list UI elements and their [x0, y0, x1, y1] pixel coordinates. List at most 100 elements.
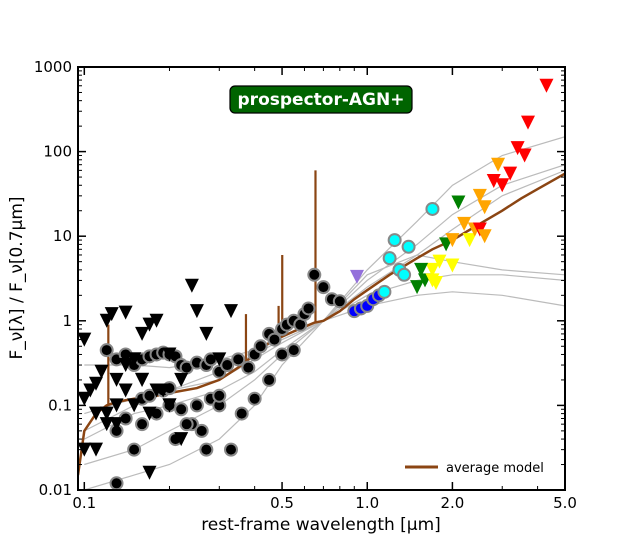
upper-limit-marker [127, 352, 142, 367]
detection-point [286, 343, 301, 358]
detection-point [224, 442, 239, 457]
upper-limit-marker [212, 352, 227, 367]
upper-limit-marker [77, 391, 92, 406]
detection-point [142, 388, 157, 403]
detection-point [109, 476, 124, 490]
upper-limit-marker [99, 417, 114, 432]
upper-limit-marker [162, 398, 177, 413]
detection-point-colored [397, 267, 412, 282]
upper-limit-marker [224, 304, 239, 319]
upper-limit-marker-colored [477, 200, 492, 215]
upper-limit-marker [99, 406, 114, 421]
upper-limit-markers [77, 78, 554, 480]
individual-models [84, 136, 565, 490]
x-tick-label: 5.0 [553, 494, 577, 512]
y-axis-label: F_ν[λ] / F_ν[0.7μm] [7, 196, 27, 359]
upper-limit-marker-colored [425, 273, 440, 288]
upper-limit-marker-colored [462, 233, 477, 248]
detection-point [241, 360, 256, 375]
upper-limit-marker [83, 383, 98, 398]
upper-limit-marker-colored [349, 269, 364, 284]
title-badge-box [229, 85, 413, 114]
y-tick-label: 1 [62, 312, 72, 330]
x-axis-label: rest-frame wavelength [μm] [201, 515, 441, 535]
detection-point [275, 347, 290, 362]
y-tick-label: 0.1 [48, 396, 72, 414]
upper-limit-marker [135, 326, 150, 341]
upper-limit-marker [109, 417, 124, 432]
x-tick-label: 1.0 [355, 494, 379, 512]
model-curve-3 [84, 291, 565, 490]
upper-limit-marker-colored [457, 216, 472, 231]
y-tick-label: 10 [53, 227, 72, 245]
detection-point-colored [387, 233, 402, 248]
upper-limit-marker-colored [477, 229, 492, 244]
upper-limit-marker [174, 432, 189, 447]
detection-point-colored [401, 239, 416, 254]
upper-limit-marker [149, 383, 164, 398]
detection-point [316, 280, 331, 295]
title-badge: prospector-AGN+ [229, 85, 413, 114]
upper-limit-marker [94, 364, 109, 379]
detection-point [179, 417, 194, 432]
model-curve-0 [84, 164, 565, 369]
upper-limit-marker-colored [503, 166, 518, 181]
detection-point-colored [382, 251, 397, 266]
detection-point [194, 423, 209, 438]
upper-limit-marker-colored [432, 254, 447, 269]
upper-limit-marker-colored [445, 258, 460, 273]
upper-limit-marker-colored [517, 148, 532, 163]
upper-limit-marker-colored [451, 195, 466, 210]
detection-point [189, 398, 204, 413]
upper-limit-marker-colored [445, 233, 460, 248]
y-tick-label: 1000 [34, 58, 72, 76]
detection-point [267, 332, 282, 347]
chart-title: prospector-AGN+ [238, 90, 405, 110]
upper-limit-marker [89, 406, 104, 421]
x-tick-label: 0.5 [270, 494, 294, 512]
detection-point [174, 402, 189, 417]
detection-point [231, 352, 246, 367]
y-tick-label: 0.01 [39, 481, 72, 499]
upper-limit-marker [174, 372, 189, 387]
detection-point [212, 388, 227, 403]
plot-frame [77, 66, 566, 491]
upper-limit-marker [184, 278, 199, 293]
upper-limit-marker-colored [495, 178, 510, 193]
legend-label-average-model: average model [446, 461, 544, 476]
upper-limit-marker [162, 347, 177, 362]
upper-limit-marker [142, 406, 157, 421]
x-tick-label: 2.0 [440, 494, 464, 512]
detection-point [99, 343, 114, 358]
detection-point [135, 417, 150, 432]
upper-limit-marker [142, 465, 157, 480]
upper-limit-marker [89, 376, 104, 391]
upper-limit-marker [104, 307, 119, 322]
detection-point [234, 406, 249, 421]
upper-limit-marker [127, 398, 142, 413]
detection-point [253, 339, 268, 354]
upper-limit-marker [142, 317, 157, 332]
detection-point-colored [425, 201, 440, 216]
upper-limit-marker [109, 398, 124, 413]
x-tick-label: 0.1 [72, 494, 96, 512]
detection-point [332, 294, 347, 309]
upper-limit-marker [118, 358, 133, 373]
upper-limit-marker [77, 442, 92, 457]
upper-limit-marker-colored [486, 173, 501, 188]
upper-limit-marker [189, 304, 204, 319]
upper-limit-marker-colored [410, 280, 425, 295]
upper-limit-marker-colored [425, 262, 440, 277]
upper-limit-marker [118, 305, 133, 320]
legend: average model [405, 461, 544, 476]
upper-limit-marker [77, 332, 92, 347]
detection-point [262, 372, 277, 387]
upper-limit-marker-colored [539, 78, 554, 93]
upper-limit-marker [109, 372, 124, 387]
upper-limit-marker-colored [510, 141, 525, 156]
upper-limit-marker [135, 372, 150, 387]
detection-point-colored [377, 284, 392, 299]
detection-point [127, 442, 142, 457]
